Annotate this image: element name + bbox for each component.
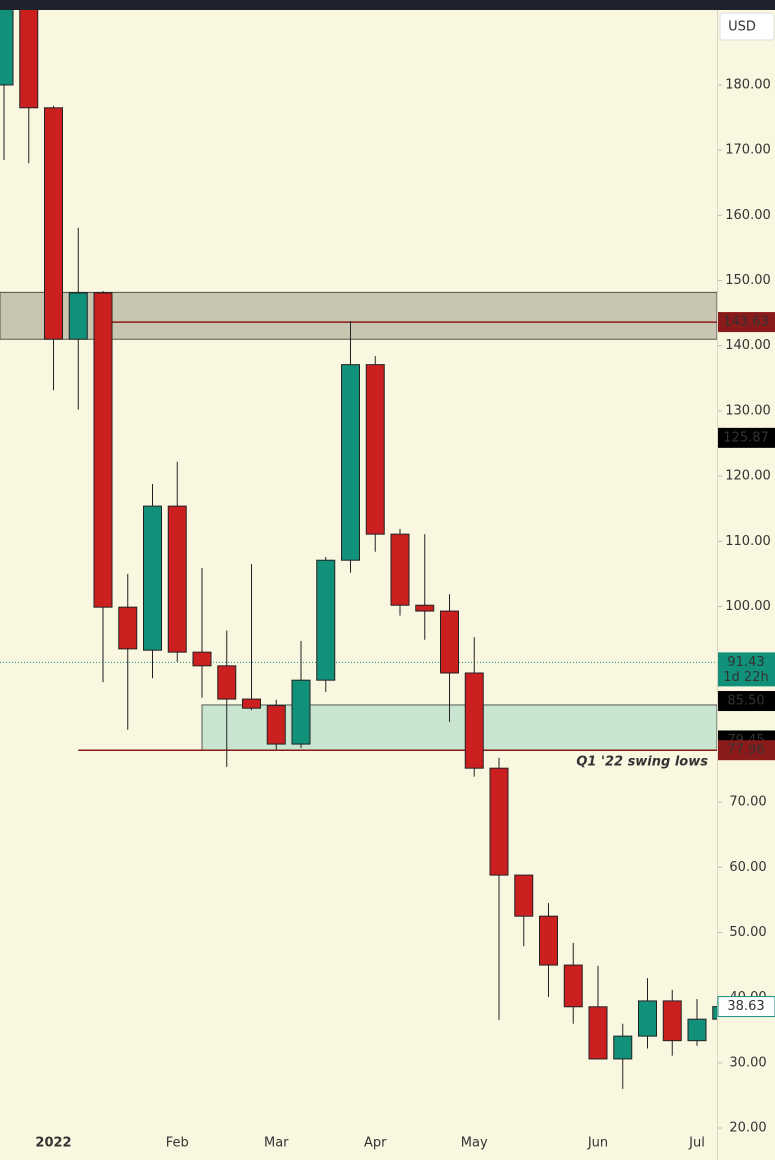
price-marker-label: 85.50 xyxy=(727,694,764,709)
candle-body xyxy=(712,1006,717,1020)
candle-body xyxy=(563,964,583,1008)
price-marker-label: 38.63 xyxy=(727,999,764,1014)
x-tick-label: Jul xyxy=(688,1136,705,1151)
y-tick-label: 100.00 xyxy=(725,599,771,614)
candle-body xyxy=(242,698,261,709)
price-marker-label: 125.87 xyxy=(723,430,769,445)
candle-body xyxy=(68,292,88,340)
y-tick-label: 70.00 xyxy=(729,795,766,810)
y-tick-label: 140.00 xyxy=(725,338,771,353)
currency-label: USD xyxy=(728,20,756,35)
candle-body xyxy=(266,705,286,745)
candle-body xyxy=(291,679,311,745)
zone xyxy=(201,704,717,751)
price-marker xyxy=(718,652,775,687)
candle-body xyxy=(93,292,113,608)
y-tick-label: 170.00 xyxy=(725,143,771,158)
y-tick-label: 130.00 xyxy=(725,403,771,418)
candle-body xyxy=(662,1000,682,1042)
y-tick-label: 160.00 xyxy=(725,208,771,223)
x-tick-label: Feb xyxy=(166,1136,189,1151)
y-tick-label: 180.00 xyxy=(725,77,771,92)
price-marker xyxy=(718,427,775,448)
top-bar xyxy=(0,0,775,10)
candle-body xyxy=(0,10,14,86)
x-tick-label: Jun xyxy=(587,1136,608,1151)
candle-body xyxy=(464,672,484,769)
candle-body xyxy=(316,559,336,681)
countdown-label: 1d 22h xyxy=(723,670,768,685)
candle-body xyxy=(390,533,410,606)
x-tick-label: May xyxy=(461,1136,488,1151)
price-marker xyxy=(718,740,775,761)
x-tick-label: 2022 xyxy=(35,1136,71,1151)
candle-body xyxy=(415,604,435,612)
candle-body xyxy=(118,606,138,650)
candle-body xyxy=(192,651,212,667)
plot-area xyxy=(0,10,717,1089)
candle-body xyxy=(44,107,63,340)
currency-box[interactable] xyxy=(719,12,775,41)
candle-body xyxy=(365,364,385,535)
y-tick-label: 30.00 xyxy=(729,1055,766,1070)
zone xyxy=(0,291,717,340)
y-tick-label: 120.00 xyxy=(725,469,771,484)
y-tick-label: 150.00 xyxy=(725,273,771,288)
y-tick-label: 50.00 xyxy=(729,925,766,940)
price-marker xyxy=(717,996,775,1018)
candle-body xyxy=(613,1035,633,1060)
price-marker-label: 143.63 xyxy=(723,315,769,330)
price-marker-label: 91.43 xyxy=(727,655,764,670)
candle-body xyxy=(167,505,187,653)
candle-body xyxy=(539,915,558,966)
candle-body xyxy=(489,767,509,876)
candle-body xyxy=(341,364,360,561)
candle-body xyxy=(440,610,459,674)
candle-body xyxy=(217,665,237,700)
y-tick-label: 60.00 xyxy=(729,860,766,875)
x-tick-label: Apr xyxy=(364,1136,387,1151)
y-tick-label: 20.00 xyxy=(729,1121,766,1136)
y-tick-label: 110.00 xyxy=(725,534,771,549)
price-marker-label: 77.96 xyxy=(727,743,764,758)
candle-body xyxy=(19,10,39,109)
price-marker xyxy=(718,312,775,333)
candle-body xyxy=(638,1000,657,1037)
candle-body xyxy=(588,1006,608,1060)
candle-body xyxy=(687,1018,707,1042)
candle-body xyxy=(143,505,162,651)
candle-body xyxy=(514,874,534,917)
level-label: Q1 '22 swing lows xyxy=(576,755,708,770)
x-tick-label: Mar xyxy=(264,1136,289,1151)
price-marker xyxy=(718,691,775,712)
